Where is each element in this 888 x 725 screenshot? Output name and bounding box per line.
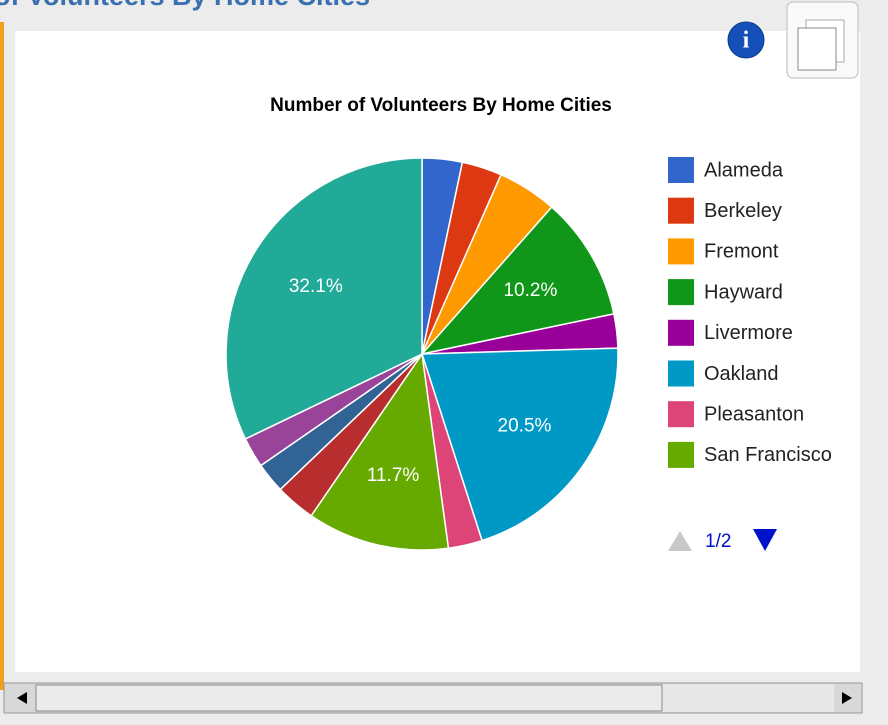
scroll-right[interactable] xyxy=(842,692,852,704)
pie-slice xyxy=(225,157,423,440)
legend-label: Pleasanton xyxy=(704,403,804,425)
legend-label: Livermore xyxy=(704,322,793,344)
legend: Alameda Berkeley Fremont Hayward Livermore Oa… xyxy=(668,157,832,468)
legend-swatch xyxy=(668,197,694,224)
scrollbar-track xyxy=(662,684,834,712)
scrollbar-thumb[interactable] xyxy=(35,684,663,712)
pager-label: 1/2 xyxy=(705,531,731,552)
legend-label: Alameda xyxy=(704,159,784,181)
chart-title: Number of Volunteers By Home Cities xyxy=(270,95,612,116)
pager-next[interactable] xyxy=(753,529,777,551)
slice-label: 20.5% xyxy=(498,415,552,436)
legend-swatch xyxy=(668,441,694,468)
header-title: of Volunteers By Home Cities xyxy=(0,0,370,11)
pie-slice xyxy=(420,347,619,542)
legend-label: Hayward xyxy=(704,281,783,303)
pie-slice xyxy=(310,351,450,551)
pie: 10.2% 20.5% 11.7% 32.1% xyxy=(225,157,619,551)
legend-swatch xyxy=(668,157,694,183)
legend-label: Berkeley xyxy=(704,200,782,222)
pie-slice xyxy=(419,206,615,356)
info-icon-glyph: i xyxy=(743,28,750,54)
legend-label: Oakland xyxy=(704,363,779,385)
legend-label: Fremont xyxy=(704,241,779,263)
info-icon[interactable] xyxy=(727,21,765,59)
pager-prev[interactable] xyxy=(668,531,692,551)
legend-swatch xyxy=(668,360,694,387)
legend-swatch xyxy=(668,279,694,306)
scroll-left[interactable] xyxy=(17,692,27,704)
slice-label: 11.7% xyxy=(367,465,420,486)
slice-label: 10.2% xyxy=(503,280,557,301)
left-border xyxy=(0,22,4,690)
window-icon-front xyxy=(797,27,837,71)
legend-swatch xyxy=(668,238,694,265)
legend-label: San Francisco xyxy=(704,444,832,466)
legend-swatch xyxy=(668,401,694,428)
legend-swatch xyxy=(668,319,694,346)
slice-label: 32.1% xyxy=(289,276,343,297)
